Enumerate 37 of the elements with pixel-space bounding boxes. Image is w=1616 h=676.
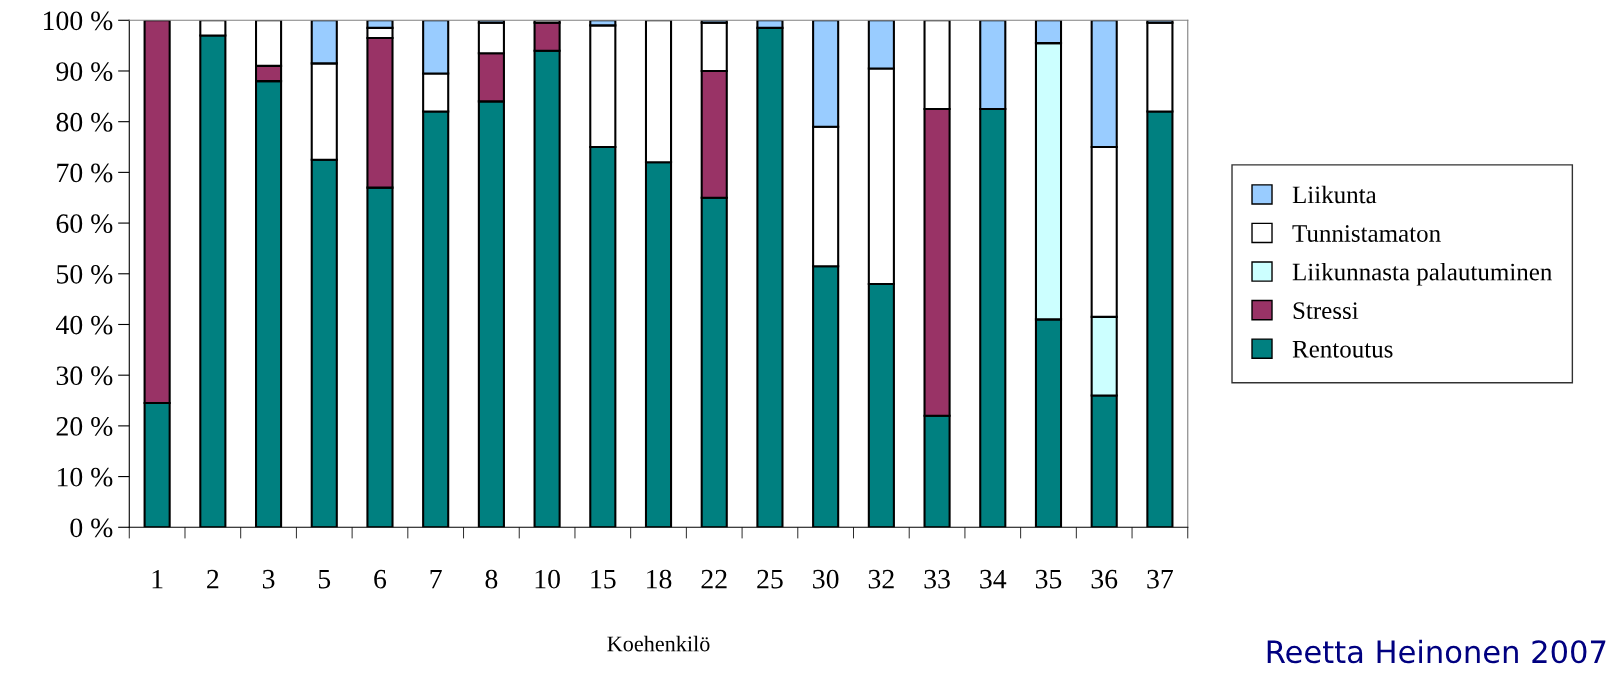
y-tick-label: 10 % [57, 467, 113, 487]
x-tick-label: 35 [1035, 569, 1062, 589]
y-tick-label: 90 % [56, 62, 113, 81]
y-tick-label: 0 % [70, 518, 113, 538]
legend-label: Tunnistamaton [1292, 225, 1441, 242]
y-tick-label: 30 % [56, 366, 113, 386]
x-tick-label: 25 [757, 569, 783, 589]
x-tick-label: 7 [430, 570, 442, 589]
x-tick-label: 1 [152, 569, 163, 589]
y-tick-label: 50 % [57, 264, 113, 284]
x-tick-label: 3 [262, 569, 275, 589]
x-tick-label: 10 [535, 569, 560, 589]
y-tick-label: 100 % [44, 11, 113, 31]
x-axis-title: Koehenkilö [607, 635, 710, 652]
x-tick-label: 34 [980, 569, 1007, 589]
y-tick-label: 40 % [55, 315, 113, 335]
x-tick-label: 6 [374, 569, 387, 589]
x-tick-label: 8 [485, 569, 498, 589]
x-tick-label: 18 [647, 569, 672, 589]
x-tick-label: 22 [701, 569, 727, 589]
x-tick-label: 2 [207, 569, 219, 589]
y-tick-label: 80 % [56, 112, 113, 132]
y-tick-label: 70 % [57, 163, 113, 183]
legend-label: Liikunta [1292, 185, 1377, 204]
x-tick-label: 15 [591, 569, 616, 589]
x-tick-label: 33 [924, 569, 950, 589]
x-tick-label: 32 [868, 569, 894, 589]
x-tick-label: 5 [318, 570, 331, 589]
y-tick-label: 20 % [56, 417, 113, 436]
y-tick-label: 60 % [56, 214, 113, 234]
x-tick-label: 37 [1147, 569, 1173, 589]
x-tick-label: 36 [1091, 569, 1118, 589]
legend-label: Rentoutus [1292, 341, 1393, 358]
legend-label: Stressi [1293, 302, 1359, 320]
x-tick-label: 30 [813, 569, 839, 589]
legend-label: Liikunnasta palautuminen [1292, 262, 1552, 286]
text: Reetta Heinonen 2007 [1267, 639, 1606, 664]
